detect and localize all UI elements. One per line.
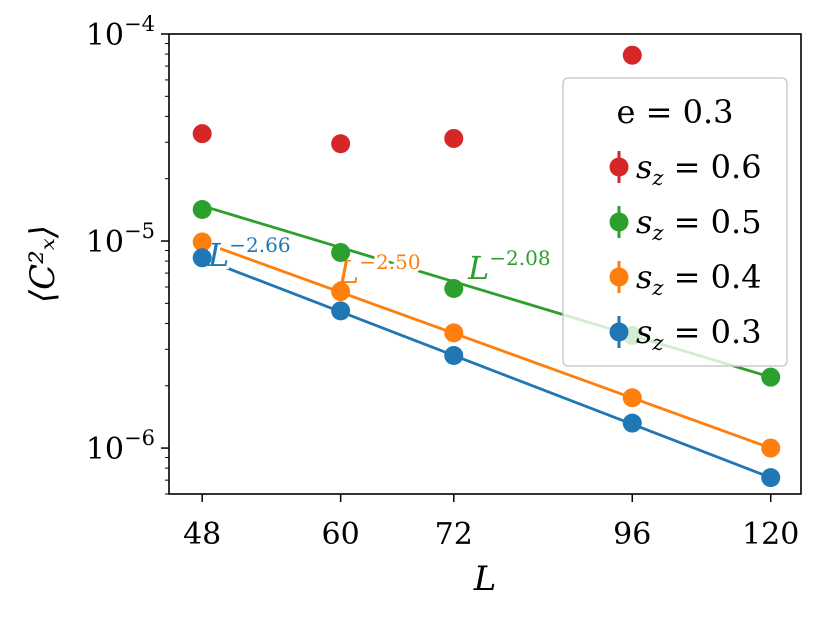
legend-marker bbox=[609, 157, 629, 177]
legend-marker bbox=[609, 322, 629, 342]
y-tick-label: 10−5 bbox=[86, 219, 155, 260]
data-point bbox=[761, 367, 781, 387]
legend-box bbox=[562, 77, 788, 367]
legend-entry-value: = 0.6 bbox=[664, 148, 762, 186]
fit-label: L−2.50 bbox=[337, 250, 421, 291]
y-axis: 10−610−510−4 bbox=[86, 12, 169, 495]
legend-entry-subscript: z bbox=[651, 276, 664, 300]
x-axis: 48 60 72 96 120 bbox=[183, 494, 799, 552]
fit-label-exponent: −2.66 bbox=[229, 233, 290, 257]
y-axis-label: ⟨C²ₓ⟩ bbox=[23, 225, 63, 303]
data-point bbox=[622, 413, 642, 433]
y-tick-label-base: 10 bbox=[86, 225, 124, 260]
legend-entry-label: sz = 0.4 bbox=[636, 258, 762, 300]
fit-line bbox=[201, 240, 772, 450]
y-tick-label-exponent: −6 bbox=[124, 426, 155, 450]
data-point bbox=[192, 232, 212, 252]
legend-entry-var: s bbox=[636, 313, 652, 351]
fit-label-exponent: −2.08 bbox=[489, 246, 550, 270]
x-tick-label: 48 bbox=[183, 517, 221, 552]
data-point bbox=[622, 45, 642, 65]
x-tick-label: 60 bbox=[322, 517, 360, 552]
legend-marker bbox=[609, 212, 629, 232]
data-point bbox=[331, 134, 351, 154]
x-axis-label: L bbox=[473, 559, 497, 599]
legend-entry-var: s bbox=[636, 203, 652, 241]
y-tick-label-exponent: −4 bbox=[124, 12, 155, 36]
y-tick-label: 10−6 bbox=[86, 426, 155, 467]
data-point bbox=[192, 200, 212, 220]
legend-entry-subscript: z bbox=[651, 331, 664, 355]
data-point bbox=[331, 282, 351, 302]
legend-entry-var: s bbox=[636, 258, 652, 296]
fit-line bbox=[201, 257, 772, 479]
axis-labels: L ⟨C²ₓ⟩ bbox=[23, 225, 496, 599]
legend-entry-value: = 0.5 bbox=[664, 203, 762, 241]
legend-entry-var: s bbox=[636, 148, 652, 186]
data-point bbox=[761, 468, 781, 488]
data-point bbox=[444, 323, 464, 343]
fit-label: L−2.66 bbox=[207, 233, 291, 274]
y-tick-label-exponent: −5 bbox=[124, 219, 155, 243]
data-point bbox=[192, 124, 212, 144]
data-point bbox=[444, 278, 464, 298]
legend-entry-label: sz = 0.5 bbox=[636, 203, 762, 245]
x-tick-label: 96 bbox=[613, 517, 651, 552]
data-point bbox=[622, 388, 642, 408]
y-tick-label-base: 10 bbox=[86, 432, 124, 467]
data-point bbox=[331, 243, 351, 263]
legend-marker bbox=[609, 267, 629, 287]
legend-entry-label: sz = 0.6 bbox=[636, 148, 762, 190]
plot-area-frame bbox=[168, 33, 802, 495]
x-tick-label: 72 bbox=[435, 517, 473, 552]
fit-labels: L−2.08L−2.50L−2.66 bbox=[204, 230, 554, 294]
fit-label: L−2.08 bbox=[467, 246, 551, 287]
fit-label-exponent: −2.50 bbox=[359, 250, 420, 274]
data-point bbox=[444, 128, 464, 148]
legend: e = 0.3sz = 0.6sz = 0.5sz = 0.4sz = 0.3 bbox=[562, 77, 788, 367]
legend-title: e = 0.3 bbox=[617, 93, 734, 131]
legend-entry-value: = 0.3 bbox=[664, 313, 762, 351]
y-tick-label: 10−4 bbox=[86, 12, 155, 53]
fit-label-base: L bbox=[467, 249, 489, 287]
data-point bbox=[192, 248, 212, 268]
data-point bbox=[444, 345, 464, 365]
data-point bbox=[331, 301, 351, 321]
data-point bbox=[761, 438, 781, 458]
y-tick-label-base: 10 bbox=[86, 18, 124, 53]
legend-entry-label: sz = 0.3 bbox=[636, 313, 762, 355]
x-tick-label: 120 bbox=[742, 517, 799, 552]
legend-entry-value: = 0.4 bbox=[664, 258, 762, 296]
legend-entry-subscript: z bbox=[651, 221, 664, 245]
legend-entry-subscript: z bbox=[651, 166, 664, 190]
